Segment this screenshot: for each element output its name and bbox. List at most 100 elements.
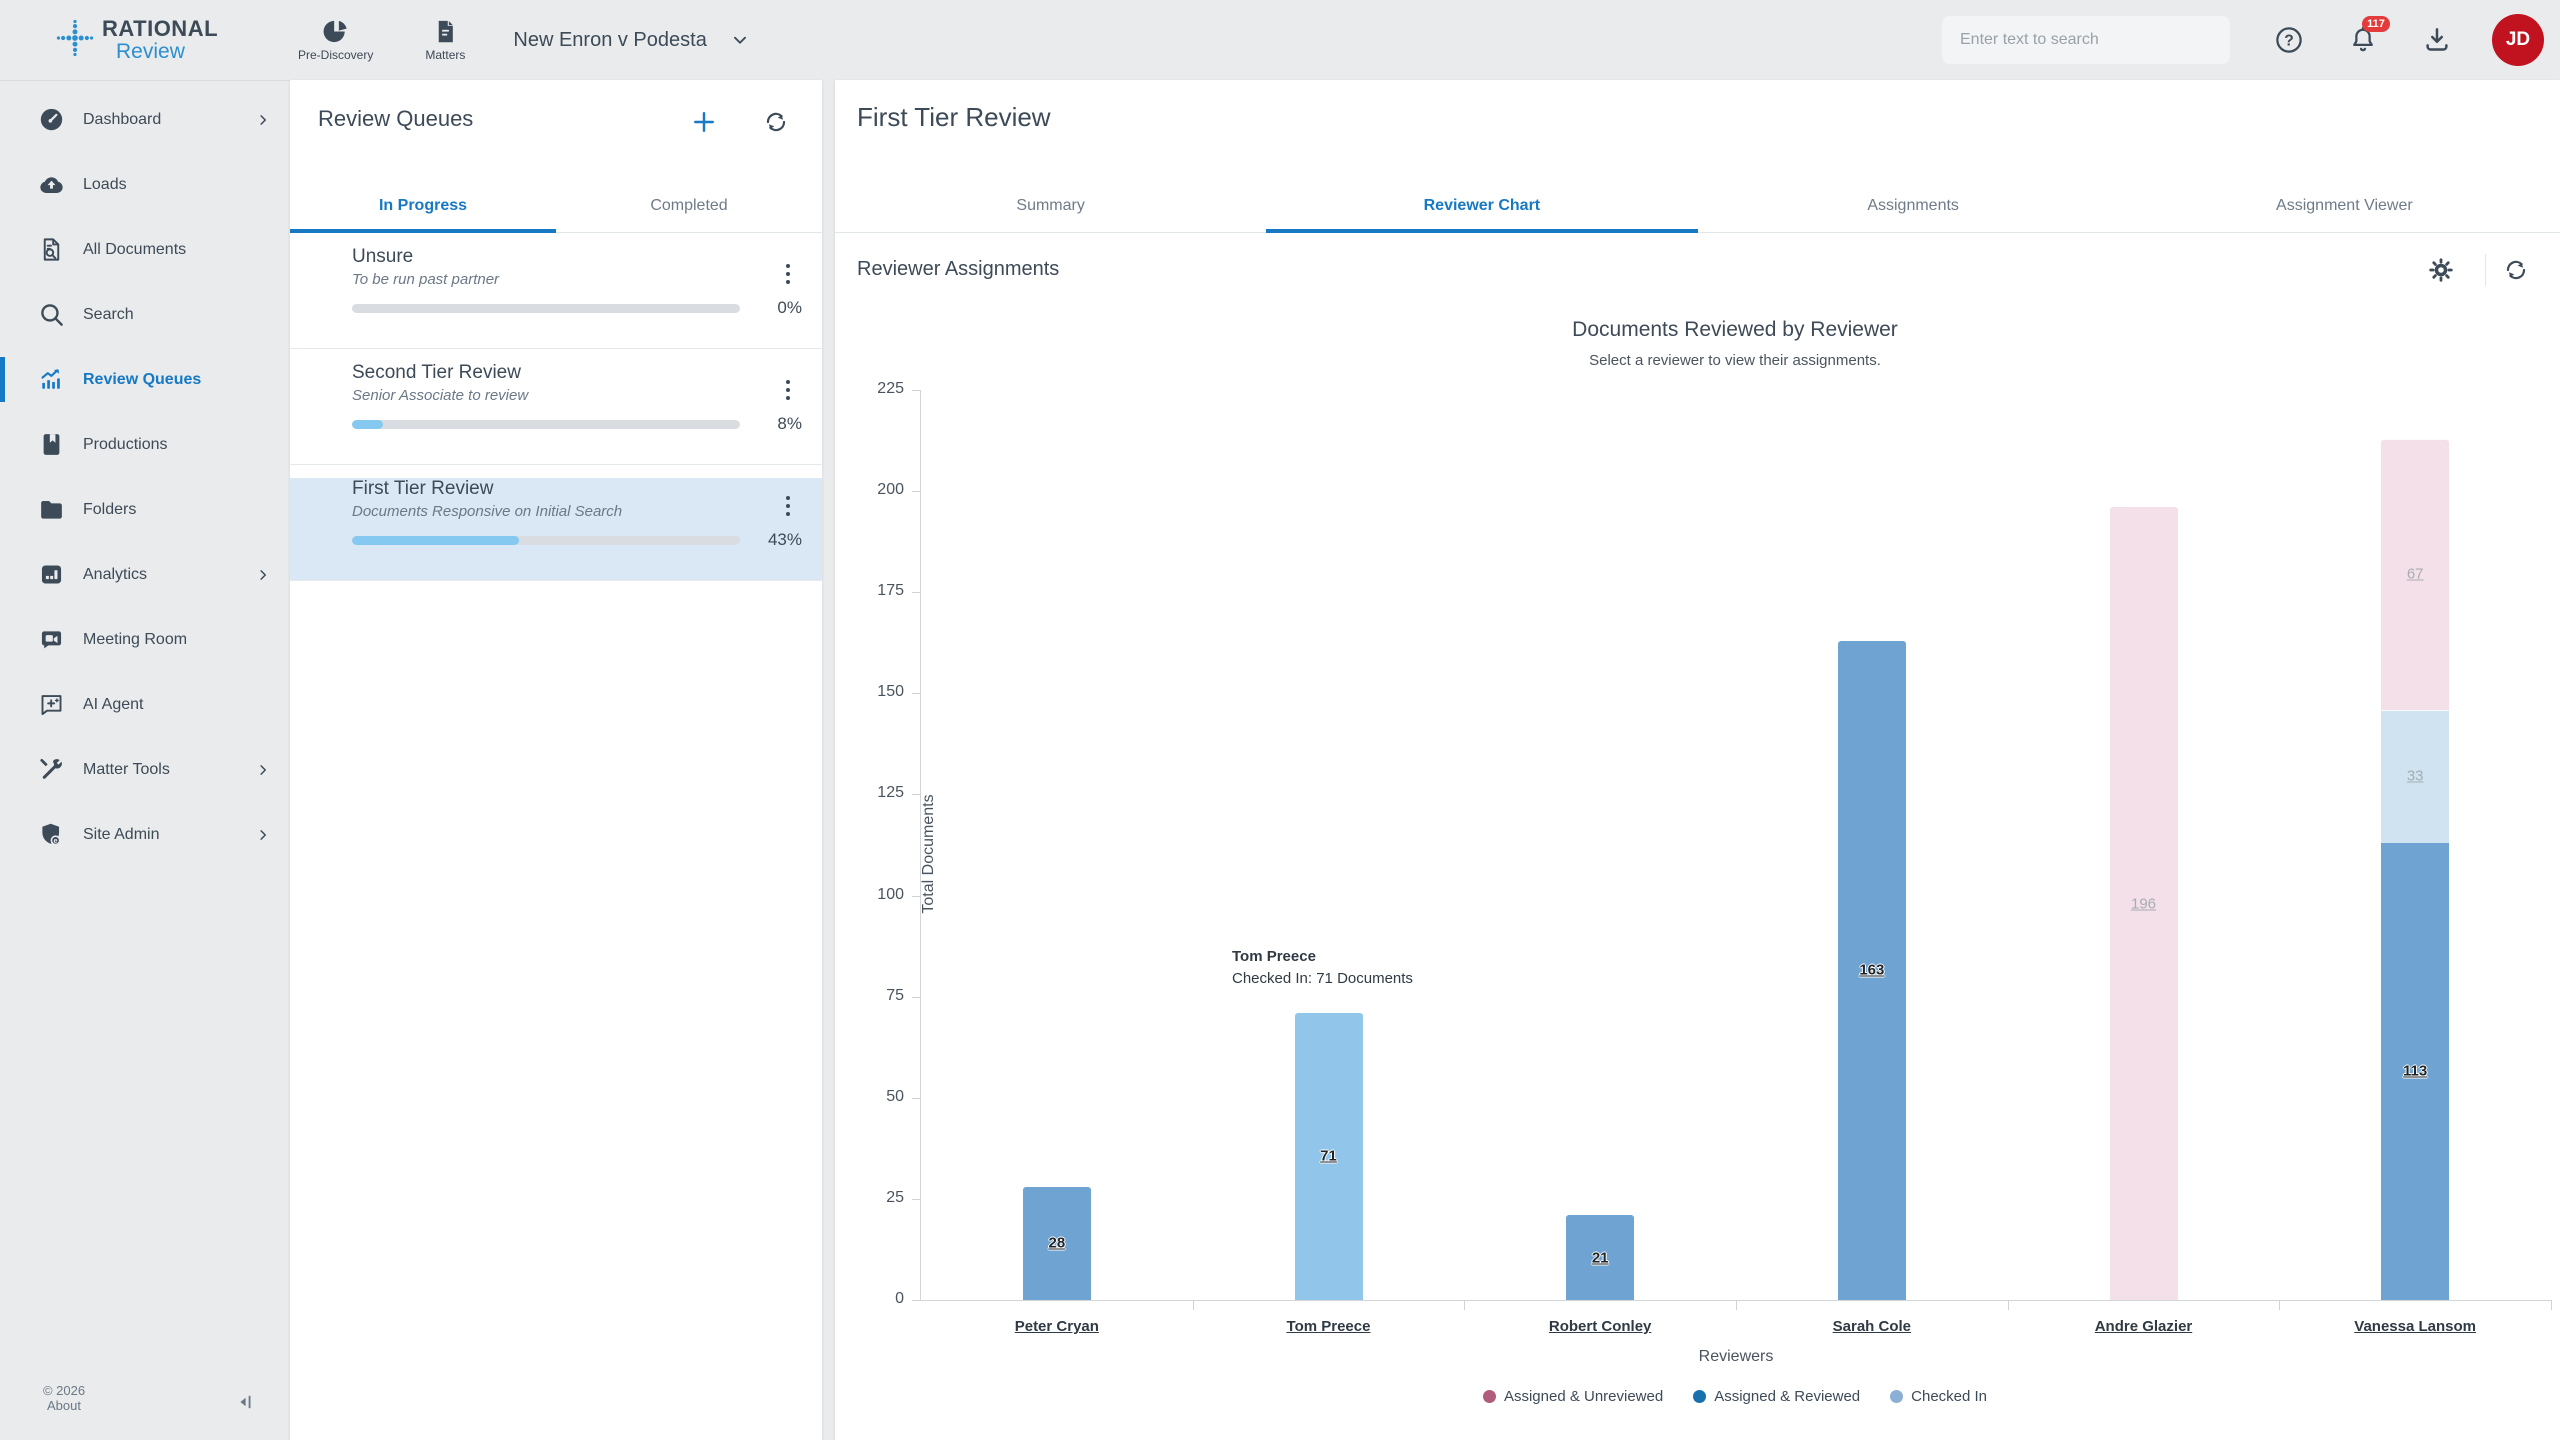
svg-text:e: e [54, 836, 58, 845]
sidebar-item-review-queues[interactable]: Review Queues [0, 347, 290, 412]
chart-settings-button[interactable] [2427, 256, 2455, 284]
avatar[interactable]: JD [2492, 14, 2544, 66]
document-icon [432, 18, 459, 45]
sidebar-item-analytics[interactable]: Analytics [0, 542, 290, 607]
reviewer-link[interactable]: Peter Cryan [921, 1318, 1193, 1335]
sidebar-footer: © 2026 About [0, 1383, 290, 1413]
bar-value-link[interactable]: 21 [1566, 1249, 1634, 1266]
bar-value-link[interactable]: 113 [2381, 1063, 2449, 1080]
nav-matters[interactable]: Matters [425, 18, 465, 62]
sidebar-item-label: Analytics [83, 566, 147, 584]
tab-in-progress[interactable]: In Progress [290, 180, 556, 232]
queue-description: To be run past partner [352, 271, 822, 288]
sidebar-item-search[interactable]: Search [0, 282, 290, 347]
queue-menu-button[interactable] [776, 492, 800, 520]
downloads-button[interactable] [2422, 25, 2452, 55]
sidebar-item-matter-tools[interactable]: Matter Tools [0, 737, 290, 802]
tab-summary[interactable]: Summary [835, 180, 1266, 232]
sidebar-item-label: Dashboard [83, 111, 161, 129]
queue-description: Senior Associate to review [352, 387, 822, 404]
bar-value-link[interactable]: 33 [2381, 768, 2449, 785]
reviewer-link[interactable]: Robert Conley [1464, 1318, 1736, 1335]
search-icon [38, 301, 65, 328]
video-icon [38, 626, 65, 653]
queues-panel-title: Review Queues [318, 106, 473, 132]
queue-item-second-tier-review[interactable]: Second Tier ReviewSenior Associate to re… [290, 362, 822, 465]
sidebar-item-productions[interactable]: Productions [0, 412, 290, 477]
reviewer-link[interactable]: Sarah Cole [1736, 1318, 2008, 1335]
reviewer-link[interactable]: Tom Preece [1193, 1318, 1465, 1335]
bar-segment[interactable]: 163 [1838, 641, 1906, 1300]
sidebar-item-folders[interactable]: Folders [0, 477, 290, 542]
bar-value-link[interactable]: 163 [1838, 962, 1906, 979]
chart-line-icon [38, 366, 65, 393]
queue-list: Unsure To be run past partner 0% Second Tie… [290, 233, 822, 581]
bar-value-link[interactable]: 67 [2381, 566, 2449, 583]
page-title: First Tier Review [857, 102, 1051, 133]
chart-plot-area: Total Documents Reviewers 02550751001251… [920, 390, 2551, 1301]
bar-value-link[interactable]: 71 [1295, 1148, 1363, 1165]
app-logo[interactable]: RATIONAL Review [56, 18, 246, 62]
bar-segment[interactable]: 196 [2110, 507, 2178, 1300]
progress-track [352, 420, 740, 429]
y-tick-label: 150 [877, 683, 904, 701]
queue-item-first-tier-review[interactable]: First Tier ReviewDocuments Responsive on… [290, 478, 822, 581]
sidebar-item-ai-agent[interactable]: AI Agent [0, 672, 290, 737]
nav-pre-discovery[interactable]: Pre-Discovery [298, 18, 373, 62]
bar-segment[interactable]: 113 [2381, 843, 2449, 1300]
sidebar-item-label: Loads [83, 176, 127, 194]
tools-icon [38, 756, 65, 783]
sidebar-item-label: All Documents [83, 241, 186, 259]
queue-progress: 8% [352, 414, 802, 434]
y-axis-tick: 50 [851, 1098, 921, 1099]
queue-item-unsure[interactable]: Unsure To be run past partner 0% [290, 246, 822, 349]
queue-name: Unsure [352, 246, 822, 268]
bar-value-link[interactable]: 196 [2110, 895, 2178, 912]
y-axis-title: Total Documents [920, 784, 938, 924]
reviewer-link[interactable]: Andre Glazier [2008, 1318, 2280, 1335]
bar-segment[interactable]: 67 [2381, 439, 2449, 710]
bar-value-link[interactable]: 28 [1023, 1235, 1091, 1252]
bar-segment[interactable]: 28 [1023, 1187, 1091, 1300]
bar-segment[interactable]: 71 [1295, 1013, 1363, 1300]
search-input[interactable] [1942, 31, 2230, 49]
matter-selector[interactable]: New Enron v Podesta [513, 29, 750, 52]
sidebar-item-dashboard[interactable]: Dashboard [0, 87, 290, 152]
queue-menu-button[interactable] [776, 376, 800, 404]
tab-completed[interactable]: Completed [556, 180, 822, 232]
sidebar-item-label: Folders [83, 501, 136, 519]
chevron-right-icon [254, 111, 272, 129]
refresh-chart-button[interactable] [2502, 256, 2530, 284]
reviewer-link[interactable]: Vanessa Lansom [2279, 1318, 2551, 1335]
sidebar-item-label: Review Queues [83, 371, 201, 389]
bar-segment[interactable]: 21 [1566, 1215, 1634, 1300]
help-button[interactable]: ? [2274, 25, 2304, 55]
refresh-queues-button[interactable] [762, 108, 790, 136]
sidebar-item-all-documents[interactable]: All Documents [0, 217, 290, 282]
book-icon [38, 431, 65, 458]
chevron-right-icon [254, 761, 272, 779]
notifications-button[interactable]: 117 [2348, 25, 2378, 55]
legend-item[interactable]: Checked In [1890, 1388, 1987, 1405]
bar-segment[interactable]: 33 [2381, 710, 2449, 843]
y-axis-tick: 200 [851, 491, 921, 492]
legend-item[interactable]: Assigned & Unreviewed [1483, 1388, 1663, 1405]
sidebar-item-loads[interactable]: Loads [0, 152, 290, 217]
legend-item[interactable]: Assigned & Reviewed [1693, 1388, 1860, 1405]
x-axis-title: Reviewers [921, 1348, 2551, 1366]
notification-badge: 117 [2362, 16, 2390, 32]
sidebar-item-meeting-room[interactable]: Meeting Room [0, 607, 290, 672]
legend-dot [1693, 1390, 1706, 1403]
collapse-sidebar-icon[interactable] [236, 1391, 258, 1413]
x-axis-tick [1736, 1300, 1737, 1310]
tab-reviewer-chart[interactable]: Reviewer Chart [1266, 180, 1697, 232]
tab-assignment-viewer[interactable]: Assignment Viewer [2129, 180, 2560, 232]
tab-assignments[interactable]: Assignments [1698, 180, 2129, 232]
queue-menu-button[interactable] [776, 260, 800, 288]
add-queue-button[interactable] [690, 108, 718, 136]
sidebar-item-site-admin[interactable]: eSite Admin [0, 802, 290, 867]
about-link[interactable]: About [38, 1398, 90, 1413]
search-box [1942, 16, 2230, 64]
progress-percent: 0% [740, 298, 802, 318]
sidebar-item-label: Matter Tools [83, 761, 170, 779]
